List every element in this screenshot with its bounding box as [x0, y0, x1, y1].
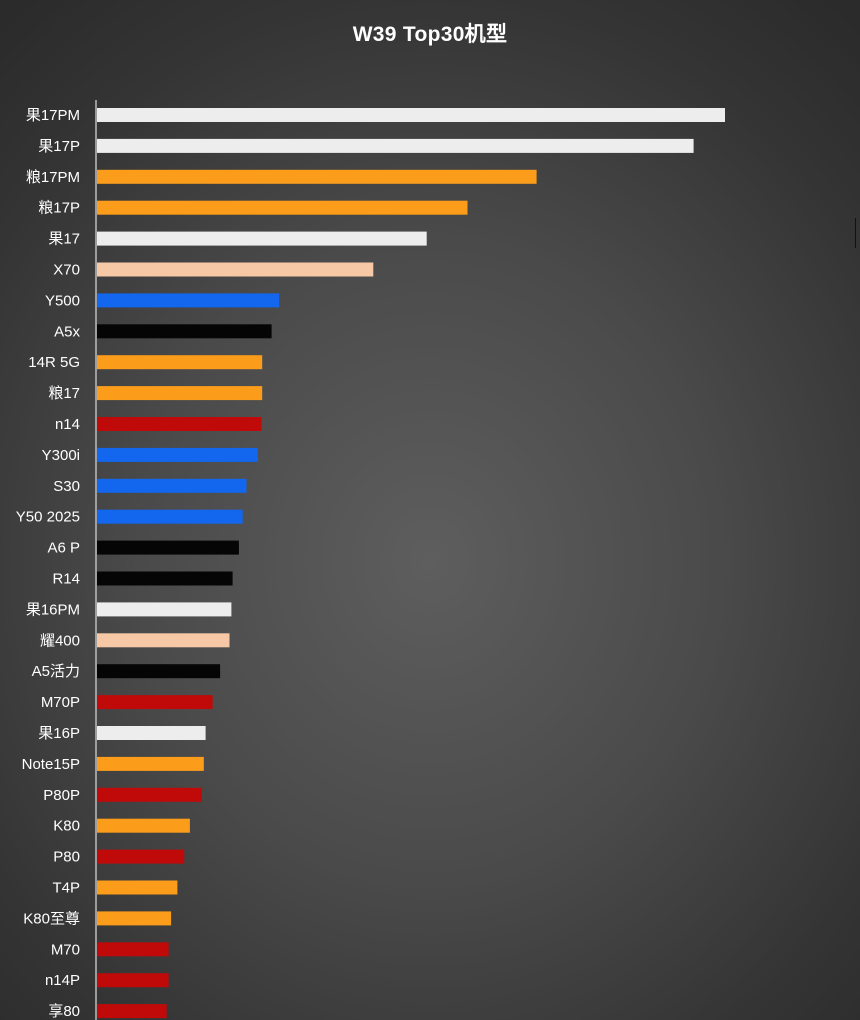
- category-labels-group: 果17PM 果17P 粮17PM 粮17P 果17 X70 Y500 A5x 14R 5G 粮17…: [16, 107, 81, 1020]
- bar: [97, 602, 232, 617]
- bar: [97, 911, 172, 926]
- bar: [97, 108, 725, 122]
- bar: [97, 880, 178, 895]
- bar: [97, 169, 537, 184]
- category-label: A5活力: [32, 663, 80, 680]
- category-label: 果17: [48, 231, 80, 248]
- bar: [97, 200, 468, 215]
- bar: [97, 262, 374, 277]
- category-label: R14: [52, 571, 80, 588]
- category-label: M70: [51, 941, 80, 958]
- bar: [97, 726, 206, 740]
- bar: [97, 664, 221, 679]
- category-label: 果16P: [38, 725, 80, 742]
- bar: [97, 417, 262, 431]
- bar: [97, 695, 213, 710]
- edge-mark: [855, 218, 859, 248]
- category-label: X70: [53, 262, 80, 279]
- category-label: 耀400: [40, 632, 80, 649]
- bar: [97, 973, 169, 988]
- category-label: 果17P: [38, 138, 80, 155]
- category-label: Y50 2025: [16, 509, 80, 526]
- bar: [97, 447, 258, 462]
- category-label: Y500: [45, 292, 80, 309]
- category-label: A6 P: [47, 540, 80, 557]
- category-label: S30: [53, 478, 80, 495]
- category-label: T4P: [52, 880, 80, 897]
- bar: [97, 942, 169, 957]
- bar: [97, 478, 247, 493]
- bar: [97, 1004, 167, 1019]
- bars-group: [97, 108, 725, 1019]
- category-label: M70P: [41, 694, 80, 711]
- bar: [97, 756, 204, 771]
- bar: [97, 324, 272, 339]
- category-label: Y300i: [42, 447, 80, 464]
- category-label: 果16PM: [26, 601, 80, 618]
- category-label: 14R 5G: [28, 354, 80, 371]
- category-label: Note15P: [22, 756, 80, 773]
- category-label: P80: [53, 849, 80, 866]
- category-label: n14: [55, 416, 80, 433]
- category-label: 享80: [48, 1003, 80, 1020]
- bar: [97, 293, 280, 308]
- category-label: K80: [53, 818, 80, 835]
- chart-title: W39 Top30机型: [352, 23, 508, 46]
- bar: [97, 633, 230, 648]
- category-label: 粮17: [48, 385, 80, 402]
- category-label: K80至尊: [23, 910, 80, 927]
- bar: [97, 849, 185, 864]
- bar: [97, 818, 190, 833]
- category-label: A5x: [54, 323, 80, 340]
- bar: [97, 386, 263, 401]
- category-label: P80P: [43, 787, 80, 804]
- bar: [97, 571, 233, 586]
- category-label: n14P: [45, 972, 80, 989]
- category-label: 果17PM: [26, 107, 80, 124]
- category-label: 粮17P: [38, 200, 80, 217]
- bar: [97, 231, 427, 246]
- bar: [97, 138, 694, 153]
- bar: [97, 787, 202, 802]
- bar: [97, 355, 263, 370]
- bar: [97, 540, 239, 555]
- category-label: 粮17PM: [26, 169, 80, 186]
- bar: [97, 509, 243, 524]
